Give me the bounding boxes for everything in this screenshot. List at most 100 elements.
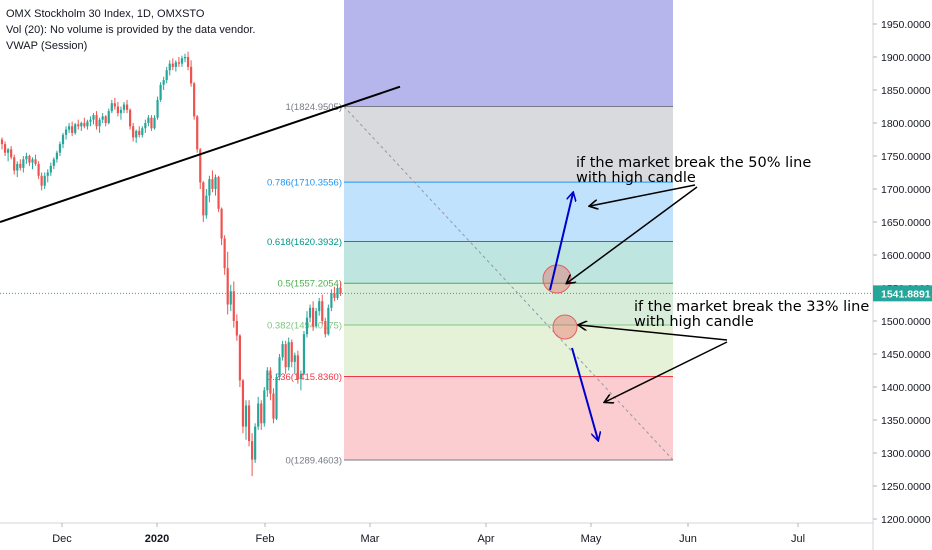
candle-body bbox=[0, 139, 4, 145]
price-tick-label: 1750.0000 bbox=[881, 151, 931, 163]
price-axis: 1950.0000 1900.0000 1850.0000 1800.0000 1750… bbox=[873, 19, 931, 526]
fib-label: 0.236(1415.8360) bbox=[267, 372, 342, 383]
candle-body bbox=[308, 307, 312, 318]
last-price-tag: 1541.8891 bbox=[873, 285, 932, 302]
candle-body bbox=[254, 426, 257, 460]
time-tick-label: Jun bbox=[679, 533, 697, 545]
last-price-tag-bg bbox=[873, 285, 932, 302]
candle-body bbox=[205, 195, 208, 216]
candle-body bbox=[275, 377, 278, 419]
candle-body bbox=[80, 123, 83, 127]
fib-label: 0.382(1494.0175) bbox=[267, 320, 342, 331]
candle-body bbox=[92, 115, 95, 120]
candle-body bbox=[269, 370, 272, 394]
candle-body bbox=[89, 119, 92, 122]
fib-label: 0.618(1620.3932) bbox=[267, 237, 342, 248]
time-tick-label: Jul bbox=[791, 533, 805, 545]
candle-body bbox=[235, 321, 238, 336]
highlight-circle-33 bbox=[552, 314, 578, 340]
candle-body bbox=[229, 291, 232, 305]
price-tick-label: 1800.0000 bbox=[881, 118, 931, 130]
legend-volume[interactable]: Vol (20): No volume is provided by the d… bbox=[6, 24, 256, 36]
candle-body bbox=[214, 177, 217, 189]
fib-zone bbox=[344, 324, 673, 377]
candle-body bbox=[217, 177, 220, 209]
fib-label: 0.786(1710.3556) bbox=[267, 178, 342, 189]
pointer-arrow bbox=[567, 186, 698, 283]
last-price-tag-label: 1541.8891 bbox=[881, 288, 931, 300]
candle-body bbox=[74, 124, 77, 133]
price-tick-label: 1250.0000 bbox=[881, 481, 931, 493]
fib-zone-top bbox=[344, 0, 673, 107]
candle-body bbox=[25, 156, 28, 160]
candle-body bbox=[266, 370, 269, 391]
price-tick-label: 1850.0000 bbox=[881, 85, 931, 97]
candle-body bbox=[208, 179, 211, 196]
candle-body bbox=[61, 134, 65, 145]
fib-zone bbox=[344, 241, 673, 284]
candle-body bbox=[260, 403, 263, 424]
blue-arrow-up bbox=[549, 193, 573, 291]
candle-body bbox=[272, 393, 275, 419]
candle-body bbox=[107, 111, 110, 123]
candle-body bbox=[86, 121, 89, 127]
candle-body bbox=[10, 149, 13, 158]
candle-body bbox=[171, 63, 174, 67]
fib-zone bbox=[344, 283, 673, 325]
candle-body bbox=[232, 291, 235, 321]
price-tick-label: 1400.0000 bbox=[881, 382, 931, 394]
candle-body bbox=[165, 70, 168, 81]
candle-body bbox=[199, 149, 202, 183]
candle-body bbox=[141, 128, 144, 135]
annotation-line: if the market break the 33% line bbox=[634, 299, 869, 315]
candle-body bbox=[305, 317, 309, 335]
candle-body bbox=[156, 99, 159, 118]
price-tick-label: 1350.0000 bbox=[881, 415, 931, 427]
price-tick-label: 1450.0000 bbox=[881, 349, 931, 361]
candle-body bbox=[34, 159, 37, 164]
candle-body bbox=[302, 334, 306, 374]
candle-body bbox=[190, 66, 193, 84]
candle-body bbox=[281, 344, 284, 358]
candle-body bbox=[138, 130, 141, 135]
candle-body bbox=[3, 144, 7, 153]
candle-body bbox=[247, 405, 251, 442]
candle-body bbox=[180, 58, 184, 64]
candle-body bbox=[312, 307, 315, 327]
fib-label: 0(1289.4603) bbox=[285, 455, 342, 466]
candle-body bbox=[278, 357, 281, 378]
price-tick-label: 1300.0000 bbox=[881, 448, 931, 460]
candle-body bbox=[77, 124, 80, 127]
fib-label: 0.5(1557.2054) bbox=[278, 279, 342, 290]
candle-body bbox=[135, 130, 138, 138]
fib-label: 1(1824.9505) bbox=[285, 102, 342, 113]
pointer-arrow bbox=[605, 341, 728, 402]
candle-body bbox=[52, 159, 55, 166]
candle-body bbox=[177, 62, 180, 64]
legend-vwap[interactable]: VWAP (Session) bbox=[6, 40, 88, 52]
candles bbox=[0, 51, 342, 477]
fib-zone bbox=[344, 182, 673, 242]
candle-body bbox=[324, 321, 327, 335]
price-tick-label: 1200.0000 bbox=[881, 514, 931, 526]
price-tick-label: 1900.0000 bbox=[881, 52, 931, 64]
annotation-line: if the market break the 50% line bbox=[576, 155, 811, 171]
candle-body bbox=[22, 159, 25, 168]
candle-body bbox=[333, 293, 336, 298]
candle-body bbox=[202, 182, 205, 216]
time-axis: Dec 2020 Feb Mar Apr May Jun Jul bbox=[52, 523, 805, 545]
candle-body bbox=[330, 293, 333, 308]
candle-body bbox=[287, 342, 290, 368]
candle-body bbox=[153, 117, 156, 129]
candle-body bbox=[220, 208, 223, 239]
fib-trend-dashed bbox=[343, 106, 674, 461]
candle-body bbox=[104, 116, 107, 123]
candle-body bbox=[257, 403, 260, 427]
candle-body bbox=[119, 109, 123, 114]
legend-symbol[interactable]: OMX Stockholm 30 Index, 1D, OMXSTO bbox=[6, 8, 205, 20]
candle-body bbox=[46, 172, 49, 176]
candle-body bbox=[296, 355, 299, 380]
trendline bbox=[0, 85, 401, 223]
